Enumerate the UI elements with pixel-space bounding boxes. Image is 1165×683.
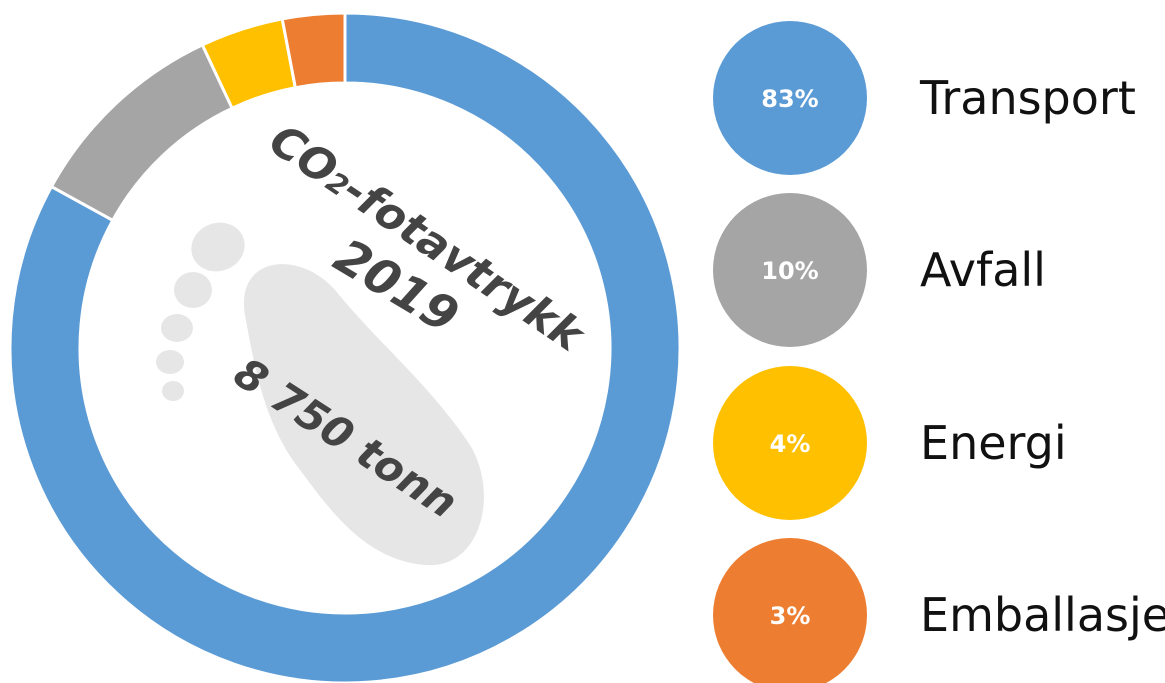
legend-label-emballasje: Emballasje <box>920 588 1165 642</box>
legend-value-avfall: 10% <box>761 257 818 285</box>
footprint-toe-5 <box>162 381 184 401</box>
donut-slice-emballasje <box>280 11 347 90</box>
footprint-sole <box>243 264 484 566</box>
donut-chart <box>8 11 682 683</box>
legend: 83% Transport 10% Avfall 4% Energi 3% Emballasj… <box>713 21 1165 683</box>
footprint-icon <box>156 222 484 566</box>
legend-value-emballasje: 3% <box>770 602 811 630</box>
legend-circle-transport <box>713 21 867 175</box>
legend-label-energi: Energi <box>920 416 1067 470</box>
footprint-toe-4 <box>156 350 184 374</box>
legend-label-avfall: Avfall <box>920 243 1046 297</box>
donut-slice-avfall <box>49 42 235 223</box>
donut-slice-transport <box>8 11 682 683</box>
legend-value-energi: 4% <box>770 430 811 458</box>
legend-circle-avfall <box>713 193 867 347</box>
legend-label-transport: Transport <box>919 71 1136 125</box>
legend-circle-emballasje <box>713 538 867 683</box>
footprint-toe-3 <box>161 314 193 342</box>
footprint-big-toe <box>191 222 245 272</box>
footprint-toe-2 <box>174 272 212 308</box>
legend-value-transport: 83% <box>761 85 818 113</box>
legend-circle-energi <box>713 366 867 520</box>
